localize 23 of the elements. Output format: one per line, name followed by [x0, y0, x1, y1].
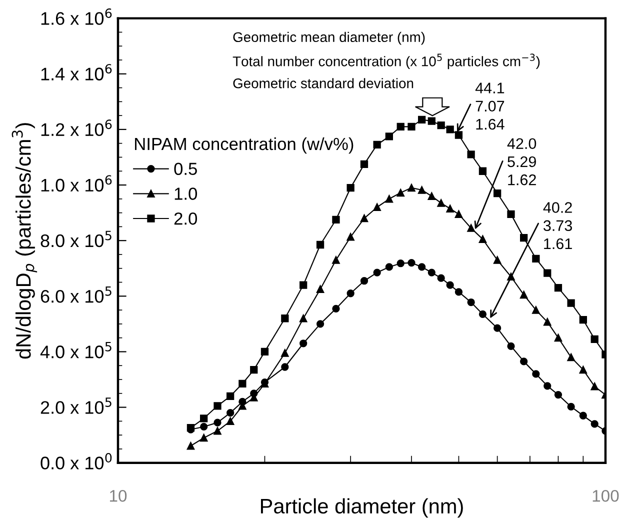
annotation: 40.2 3.73 1.61 — [543, 202, 572, 250]
annotation: Total number concentration (x 10$^{5}$ particles cm$^{−3}$) — [232, 54, 540, 70]
y-tick-label: 6.0 x 10$^{5}$ — [40, 286, 112, 303]
annotation: 44.1 7.07 1.64 — [475, 82, 504, 130]
y-tick-label: 1.2 x 10$^{6}$ — [41, 120, 112, 136]
y-tick-label: 4.0 x 10$^{5}$ — [40, 342, 112, 358]
y-tick-label: 0.0 x 10$^{0}$ — [40, 452, 112, 470]
legend-label: 0.5 — [174, 162, 197, 176]
legend-label: 1.0 — [174, 188, 197, 200]
legend-title: NIPAM concentration (w/v%) — [135, 137, 354, 154]
y-tick-label: 1.0 x 10$^{6}$ — [41, 175, 112, 192]
annotation: Geometric standard deviation — [233, 78, 414, 88]
x-axis-title: Particle diameter (nm) — [260, 498, 463, 518]
annotation: Geometric mean diameter (nm) — [233, 32, 425, 45]
annotation: 42.0 5.29 1.62 — [507, 138, 536, 186]
y-axis-title: dN/dlogD$_{p}$ (particles/cm$^{3}$) — [12, 123, 38, 359]
y-tick-label: 2.0 x 10$^{5}$ — [40, 398, 112, 414]
x-tick-label: 10 — [110, 490, 127, 502]
y-tick-label: 8.0 x 10$^{5}$ — [40, 230, 112, 248]
x-tick-label: 100 — [592, 490, 619, 502]
y-tick-label: 1.4 x 10$^{6}$ — [41, 64, 112, 80]
y-tick-label: 1.6 x 10$^{6}$ — [41, 8, 112, 25]
legend-label: 2.0 — [174, 212, 197, 225]
